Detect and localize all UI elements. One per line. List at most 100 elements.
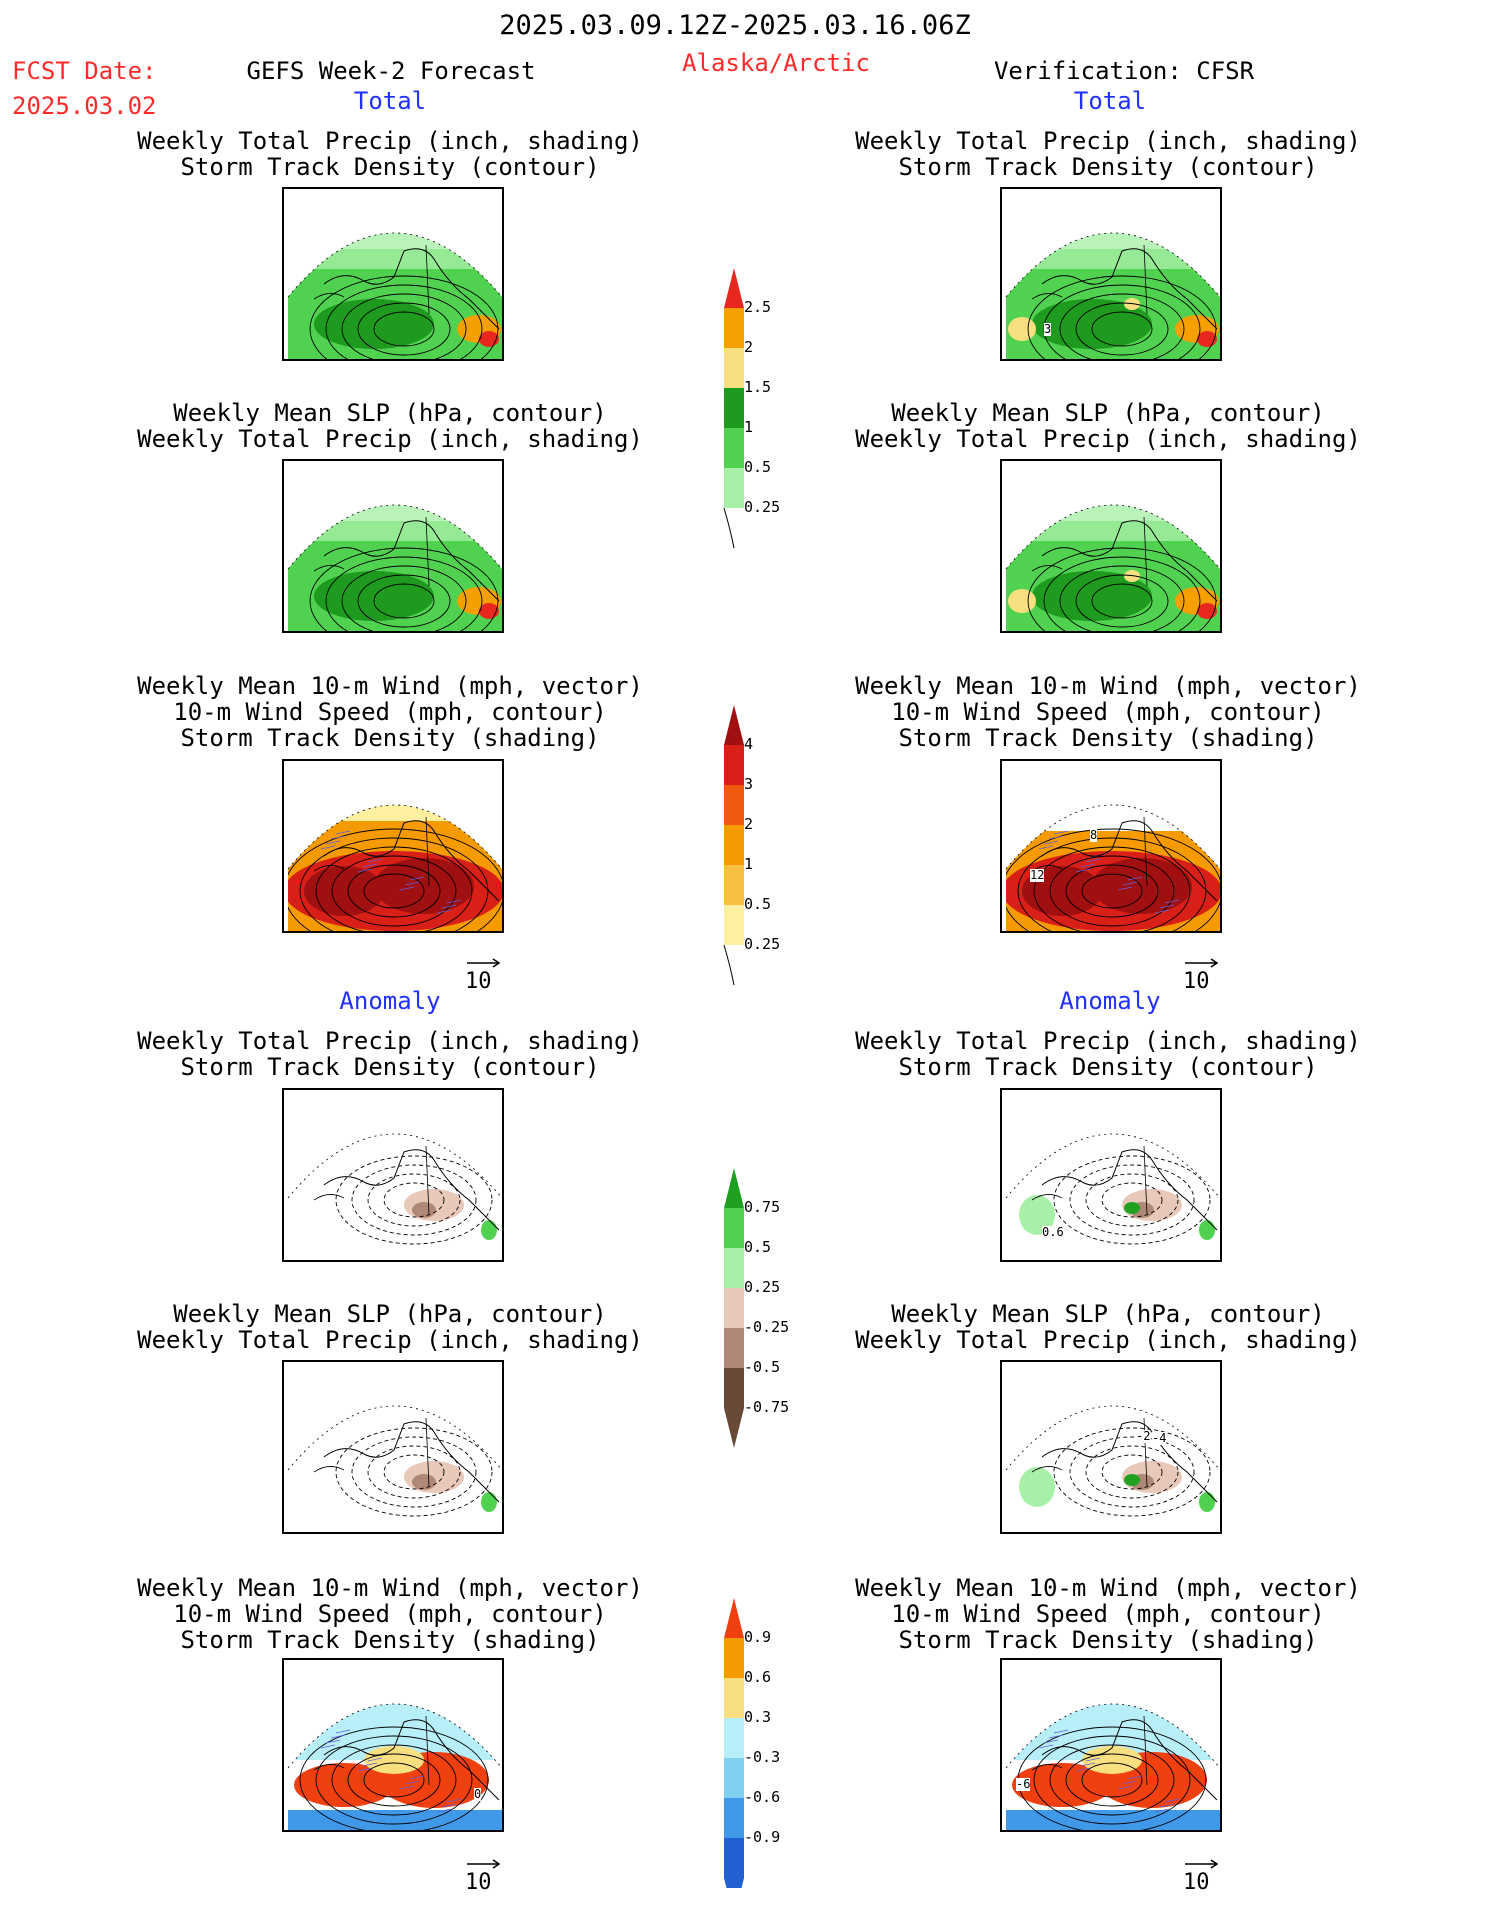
map-contour — [1081, 1762, 1143, 1798]
map-contour — [1091, 311, 1153, 347]
coastline — [323, 520, 500, 602]
map-contour — [299, 837, 489, 931]
title-r6-b: 10-m Wind Speed (mph, contour) — [891, 1600, 1325, 1628]
map-contour — [1069, 1436, 1195, 1508]
title-r6-c: Storm Track Density (shading) — [898, 1626, 1318, 1654]
date-range-title: 2025.03.09.12Z-2025.03.16.06Z — [499, 10, 971, 41]
wind-vector — [1053, 830, 1069, 835]
map-shading — [1008, 589, 1036, 613]
map-slp-precip-anomaly-forecast — [282, 1360, 504, 1534]
colorbar-tick-label: -0.75 — [744, 1398, 790, 1416]
map-contour — [1059, 565, 1185, 631]
wind-vector — [325, 1739, 341, 1744]
section-total-right: Total — [1073, 87, 1147, 115]
colorbar-segment — [724, 1288, 744, 1328]
title-r2-a: Weekly Mean SLP (hPa, contour) — [891, 399, 1325, 427]
map-shading — [314, 571, 434, 621]
wind-vector — [441, 904, 457, 909]
colorbar-segment — [724, 1368, 744, 1408]
wind-vector — [483, 1711, 499, 1716]
map-shading — [304, 866, 384, 916]
colorbar-cap-top — [724, 268, 744, 308]
map-shading — [481, 1492, 497, 1512]
map-shading — [1092, 858, 1192, 914]
section-anomaly-left: Anomaly — [339, 987, 441, 1015]
map-shading — [294, 1763, 394, 1807]
coastline — [323, 1719, 500, 1801]
colorbar-tick-label: 0.25 — [744, 498, 781, 516]
map-shading — [412, 1474, 436, 1490]
wind-vector — [1053, 1729, 1069, 1734]
border-line — [425, 1715, 430, 1786]
map-domain-edge — [1005, 504, 1220, 570]
map-shading — [1124, 1202, 1140, 1214]
map-shading — [1124, 1474, 1140, 1486]
border-line — [425, 1417, 430, 1488]
colorbar-tick-label: 0.5 — [744, 458, 772, 476]
colorbar-tick-label: 0.9 — [744, 1628, 772, 1646]
map-shading — [404, 1461, 464, 1493]
map-contour — [383, 1182, 445, 1218]
colorbar-tick-label: -0.5 — [744, 1358, 781, 1376]
wind-vector — [1016, 807, 1032, 812]
map-contour — [1033, 846, 1191, 931]
wind-vector — [399, 1785, 415, 1790]
colorbar-tick-label: 2 — [744, 338, 754, 356]
map-precip-track-forecast — [282, 187, 504, 361]
contour-label: 0 — [474, 1787, 482, 1801]
colorbar-tick-label: 0.75 — [744, 1198, 781, 1216]
wind-vector — [1048, 835, 1064, 840]
colorbar-tick-label: 0.25 — [744, 1278, 781, 1296]
colorbar-segment — [724, 1248, 744, 1288]
title-l3-a: Weekly Mean 10-m Wind (mph, vector) — [137, 672, 643, 700]
contour-label: -2 — [1136, 1429, 1151, 1443]
colorbar-segment — [724, 1798, 744, 1838]
wind-vector — [483, 812, 499, 817]
colorbar-segment — [724, 1838, 744, 1878]
title-l4-a: Weekly Total Precip (inch, shading) — [137, 1027, 643, 1055]
map-domain-edge — [287, 1703, 502, 1769]
map-contour — [315, 1735, 473, 1825]
wind-vector — [1164, 899, 1180, 904]
wind-vector — [1159, 904, 1175, 909]
wind-vector — [298, 807, 314, 812]
map-slp-precip-anomaly-verification: -2 -4 — [1000, 1360, 1222, 1534]
map-wind-track-anomaly-forecast: 0 — [282, 1658, 504, 1832]
coastline — [1041, 820, 1218, 902]
wind-vector — [1191, 822, 1207, 827]
colorbar-tick-label: 0.6 — [744, 1668, 772, 1686]
wind-vector — [1075, 1767, 1091, 1772]
title-l6-b: 10-m Wind Speed (mph, contour) — [173, 1600, 607, 1628]
map-precip-track-anomaly-forecast — [282, 1088, 504, 1262]
map-shading — [1197, 603, 1217, 619]
wind-vector — [409, 1775, 425, 1780]
map-shading — [404, 1189, 464, 1221]
wind-vector — [1043, 1739, 1059, 1744]
colorbar-segment — [724, 348, 744, 388]
map-domain-edge — [287, 1405, 502, 1471]
colorbar-tick-label: -0.3 — [744, 1748, 781, 1766]
verification-title: Verification: CFSR — [993, 57, 1255, 85]
map-precip-track-verification: 3 — [1000, 187, 1222, 361]
wind-vector — [1122, 1780, 1138, 1785]
colorbar-segment — [724, 865, 744, 905]
wind-vector — [335, 1729, 351, 1734]
section-total-left: Total — [353, 87, 427, 115]
wind-vector — [320, 845, 336, 850]
map-contour — [1006, 828, 1220, 931]
map-shading — [1006, 233, 1220, 269]
wind-vector — [478, 817, 494, 822]
wind-vector — [1122, 881, 1138, 886]
coastline — [1041, 1719, 1218, 1801]
map-contour — [1081, 873, 1143, 909]
map-contour — [1027, 547, 1217, 631]
border-line — [425, 1145, 430, 1216]
title-r1-b: Storm Track Density (contour) — [898, 153, 1318, 181]
map-contour — [1101, 1454, 1163, 1490]
wind-vector — [1196, 817, 1212, 822]
border-line — [1143, 1417, 1148, 1488]
coastline — [313, 565, 345, 572]
colorbar-tail — [723, 507, 735, 549]
wind-vector — [1085, 858, 1101, 863]
map-contour — [335, 1427, 493, 1517]
